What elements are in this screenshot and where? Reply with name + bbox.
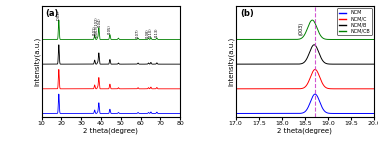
Text: (108): (108) [146, 28, 150, 38]
Text: (104): (104) [98, 18, 101, 27]
Y-axis label: Intensity(a.u.): Intensity(a.u.) [34, 37, 40, 86]
X-axis label: 2 theta(degree): 2 theta(degree) [277, 128, 332, 134]
Text: (105): (105) [108, 24, 112, 34]
Text: (110): (110) [149, 27, 152, 37]
Text: (101): (101) [93, 25, 97, 35]
Text: (003): (003) [299, 22, 304, 35]
Y-axis label: Intensity(a.u.): Intensity(a.u.) [228, 37, 234, 86]
Text: (006)/(102): (006)/(102) [94, 17, 99, 37]
Text: (b): (b) [240, 9, 254, 18]
X-axis label: 2 theta(degree): 2 theta(degree) [84, 128, 138, 134]
Text: (107): (107) [136, 28, 140, 38]
Text: (a): (a) [46, 9, 59, 18]
Legend: NCM, NCM/C, NCM/B, NCM/CB: NCM, NCM/C, NCM/B, NCM/CB [337, 8, 372, 35]
Text: (113): (113) [155, 28, 159, 38]
Text: (003): (003) [57, 10, 61, 20]
